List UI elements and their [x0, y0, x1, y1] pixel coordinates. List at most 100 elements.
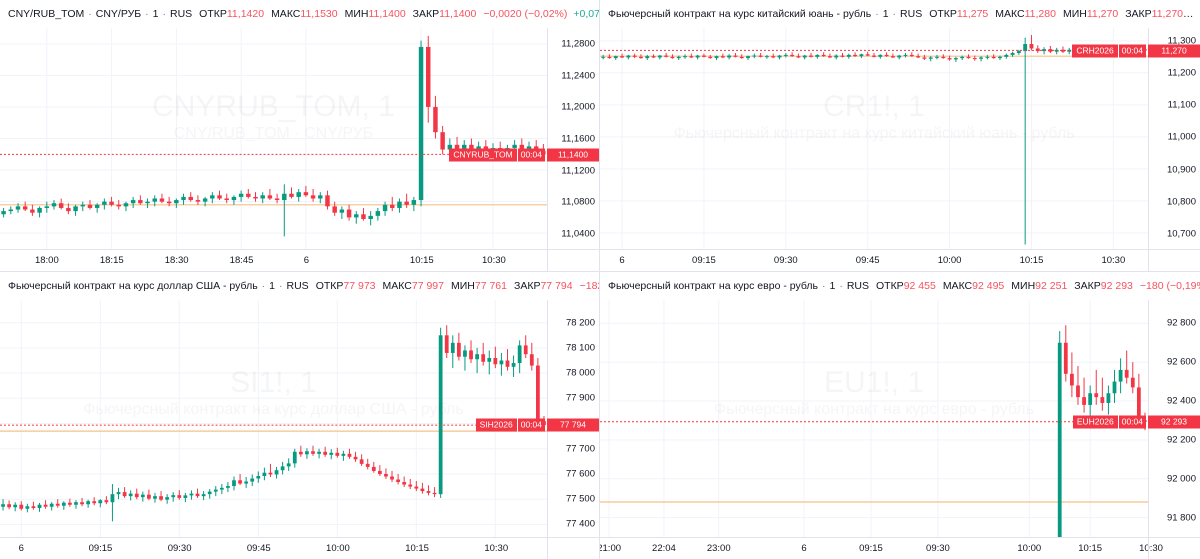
chart-plot-area[interactable]: CNYRUB_TOM, 1CNY/RUB_TOM · CNY/РУБCNYRUB…	[0, 28, 547, 249]
chart-plot-area[interactable]: CR1!, 1Фьючерсный контракт на курс китай…	[600, 28, 1148, 249]
chart-header: Фьючерсный контракт на курс доллар США -…	[0, 272, 599, 300]
time-axis-label: 10:00	[937, 255, 962, 266]
separator: ·	[875, 8, 879, 20]
price-axis-label: 11,100	[1167, 99, 1196, 111]
symbol-title[interactable]: CNY/RUB_TOM	[8, 8, 85, 20]
time-axis-label: 10:15	[409, 255, 434, 266]
chart-panel-eu1[interactable]: Фьючерсный контракт на курс евро - рубль…	[600, 272, 1200, 559]
chart-plot-area[interactable]: SI1!, 1Фьючерсный контракт на курс долла…	[0, 300, 547, 537]
exchange-label: RUS	[170, 8, 193, 20]
ohlc-value: 92 455	[903, 280, 936, 292]
time-axis-label: 10:15	[1019, 255, 1044, 266]
price-axis-label: 11,1200	[561, 165, 595, 177]
time-axis-label: 09:15	[692, 255, 716, 266]
price-axis-label: 11,1600	[561, 133, 595, 145]
time-axis-label: 09:45	[246, 543, 271, 554]
chart-plot-area[interactable]: EU1!, 1Фьючерсный контракт на курс евро …	[600, 300, 1148, 537]
candlestick-series	[0, 300, 547, 537]
chart-panel-cnyrub-tom[interactable]: CNY/RUB_TOM · CNY/РУБ · 1 · RUS ОТКР11,1420 МАКС…	[0, 0, 600, 272]
chart-panel-cr1[interactable]: Фьючерсный контракт на курс китайский юа…	[600, 0, 1200, 272]
time-axis-label: 22:04	[652, 543, 676, 554]
ohlc-value: 11,275	[956, 8, 989, 20]
price-axis-label: 11,2400	[561, 70, 595, 82]
time-axis-label: 21:00	[600, 543, 622, 554]
change-percent: +0,0700 (+0,63%)	[573, 8, 599, 20]
price-axis-last-value: 92 293	[1148, 415, 1200, 429]
ohlc-макс: МАКС11,1530	[271, 0, 338, 28]
symbol-title[interactable]: Фьючерсный контракт на курс доллар США -…	[8, 280, 258, 292]
price-axis-label: 92 000	[1166, 473, 1196, 485]
ohlc-value: 11,1400	[368, 8, 406, 20]
time-axis-label: 09:15	[88, 543, 113, 554]
price-axis-last-value: 77 794	[547, 418, 599, 432]
ohlc-value: 11,1400	[439, 8, 477, 20]
last-price-badge-symbol: SIH2026	[475, 418, 517, 432]
time-axis-label: 10:30	[1101, 255, 1126, 266]
ohlc-value: 11,1530	[300, 8, 338, 20]
time-axis-label: 6	[619, 255, 625, 266]
ohlc-закр: ЗАКР11,270	[1125, 0, 1183, 28]
time-axis-label: 6	[18, 543, 24, 554]
price-axis-last-value: 11,270	[1148, 44, 1200, 58]
interval-label[interactable]: 1	[829, 280, 836, 292]
price-axis-label: 78 100	[565, 342, 595, 354]
header-overflow-ellipsis[interactable]: …	[1183, 8, 1194, 20]
ohlc-value: 77 997	[411, 280, 444, 292]
time-axis-label: 09:15	[859, 543, 883, 554]
price-axis-last-value: 11,1400	[547, 148, 599, 162]
ohlc-мин: МИН11,270	[1063, 0, 1118, 28]
ohlc-value: 11,270	[1086, 8, 1119, 20]
interval-label[interactable]: 1	[152, 8, 159, 20]
price-axis-label: 92 200	[1166, 434, 1196, 446]
symbol-title[interactable]: Фьючерсный контракт на курс китайский юа…	[608, 8, 872, 20]
price-axis-label: 77 400	[565, 518, 595, 530]
price-axis-label: 11,200	[1167, 67, 1196, 79]
price-axis[interactable]: 78 200 78 100 78 000 77 900 77 700 77 600 77 5…	[547, 300, 599, 537]
chart-header: CNY/RUB_TOM · CNY/РУБ · 1 · RUS ОТКР11,1420 МАКС…	[0, 0, 599, 28]
time-axis-label: 18:15	[99, 255, 124, 266]
price-axis-label: 91 800	[1166, 512, 1196, 524]
ohlc-label: МАКС	[271, 8, 301, 20]
time-axis[interactable]: 6 09:15 09:30 09:45 10:00 10:15 10:30	[0, 537, 547, 559]
price-axis[interactable]: 92 800 92 600 92 400 92 200 92 000 91 800 92 2…	[1148, 300, 1200, 537]
last-price-badge-countdown: 00:04	[1117, 44, 1146, 58]
time-axis-label: 09:30	[167, 543, 192, 554]
ohlc-мин: МИН77 761	[451, 272, 507, 300]
change-value: −182 (−0,23%)	[579, 280, 599, 292]
time-axis-label: 18:30	[164, 255, 189, 266]
time-axis-label: 18:45	[229, 255, 254, 266]
axis-corner	[1148, 249, 1200, 271]
price-axis[interactable]: 11,2800 11,2400 11,2000 11,1600 11,1200 11,08…	[547, 28, 599, 249]
chart-panel-si1[interactable]: Фьючерсный контракт на курс доллар США -…	[0, 272, 600, 559]
last-price-badge: CNYRUB_TOM 00:04	[449, 148, 545, 162]
interval-label[interactable]: 1	[269, 280, 276, 292]
ohlc-label: МИН	[1062, 8, 1087, 20]
time-axis-label: 10:30	[482, 255, 506, 266]
ohlc-label: МИН	[450, 280, 475, 292]
price-axis-label: 10,900	[1166, 164, 1196, 176]
axis-corner	[1148, 537, 1200, 559]
ohlc-value: 11,1420	[226, 8, 265, 20]
ohlc-откр: ОТКР77 973	[316, 272, 376, 300]
ohlc-value: 11,280	[1024, 8, 1056, 20]
price-axis-label: 77 600	[565, 468, 595, 480]
time-axis[interactable]: 18:00 18:15 18:30 18:45 6 10:15 10:30	[0, 249, 547, 271]
interval-label[interactable]: 1	[882, 8, 889, 20]
time-axis[interactable]: 21:00 22:04 23:00 6 09:15 09:30 10:00 10:15 10:3…	[600, 537, 1163, 559]
time-axis[interactable]: 6 09:15 09:30 09:45 10:00 10:15 10:30	[600, 249, 1148, 271]
price-axis-label: 78 200	[565, 317, 595, 329]
ohlc-закр: ЗАКР92 293	[1074, 272, 1133, 300]
price-axis[interactable]: 11,300 11,200 11,100 11,000 10,900 10,800 10,7…	[1148, 28, 1200, 249]
time-axis-label: 6	[303, 255, 310, 266]
separator: ·	[162, 8, 167, 20]
ohlc-label: МИН	[1011, 280, 1036, 292]
symbol-title[interactable]: Фьючерсный контракт на курс евро - рубль	[608, 280, 818, 292]
separator: ·	[279, 280, 283, 292]
separator: ·	[821, 280, 826, 292]
price-axis-label: 77 900	[565, 392, 595, 404]
chart-header: Фьючерсный контракт на курс китайский юа…	[600, 0, 1200, 28]
ohlc-макс: МАКС11,280	[995, 0, 1056, 28]
time-axis-label: 10:30	[484, 543, 509, 554]
separator: ·	[839, 280, 843, 292]
